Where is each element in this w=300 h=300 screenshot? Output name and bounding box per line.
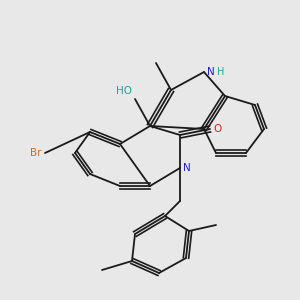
Text: HO: HO	[116, 86, 132, 96]
Text: Br: Br	[31, 148, 42, 158]
Text: O: O	[213, 124, 221, 134]
Text: N: N	[183, 163, 191, 173]
Text: N: N	[207, 67, 215, 77]
Text: H: H	[217, 67, 224, 77]
